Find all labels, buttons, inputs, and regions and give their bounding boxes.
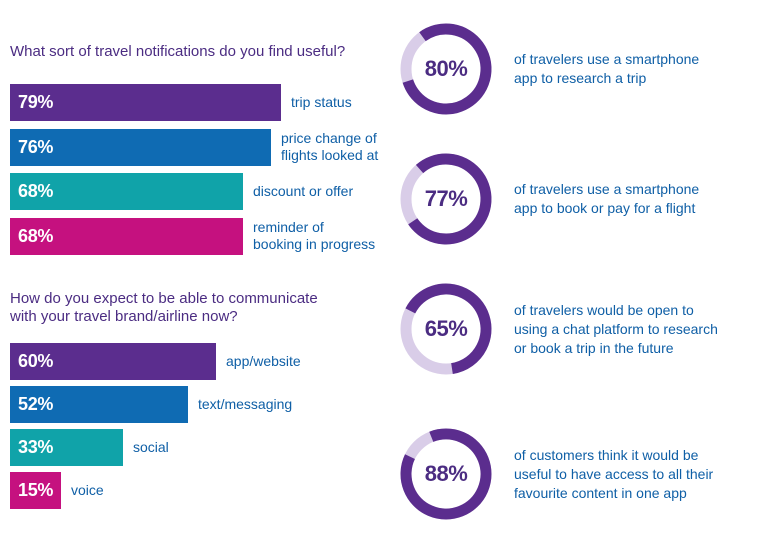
stat-item: 80% of travelers use a smartphone app to r… (398, 21, 758, 117)
notification-bar: 76% (10, 128, 271, 166)
communication-bar-value: 60% (18, 351, 54, 371)
stat-description-line: favourite content in one app (514, 484, 687, 501)
communication-bar-row: 15% voice (10, 472, 400, 509)
notification-bar-label: trip status (291, 94, 352, 110)
stat-description-line: of travelers use a smartphone (514, 181, 700, 197)
stat-description-line: of customers think it would be (514, 446, 699, 463)
donut-ring: 65% (398, 281, 494, 377)
donut-ring: 80% (398, 21, 494, 117)
notification-bar-value: 68% (18, 225, 54, 246)
notification-bar: 68% (10, 217, 243, 255)
communication-bar: 33% (10, 429, 123, 466)
donut-svg (400, 283, 492, 375)
communication-question-line: How do you expect to be able to communic… (10, 290, 318, 307)
stat-description-line: app to research a trip (514, 70, 647, 86)
stat-description-line: using a chat platform to research (514, 320, 718, 337)
communication-bar-value: 33% (18, 437, 54, 457)
stat-item: 65% of travelers would be open to using a … (398, 281, 758, 377)
notification-bar-label: price change of flights looked at (281, 130, 379, 163)
communication-bar-label: social (133, 439, 169, 455)
stat-description-line: of travelers would be open to (514, 301, 694, 318)
notification-bar-value: 68% (18, 181, 54, 201)
donut-ring: 88% (398, 426, 494, 522)
donut-value: 80% (424, 56, 468, 81)
communication-question: How do you expect to be able to communic… (10, 290, 400, 326)
communication-bar: 52% (10, 386, 188, 423)
donut-value: 88% (424, 461, 468, 486)
communication-bar-row: 52% text/messaging (10, 386, 400, 423)
stat-description: of travelers would be open to using a cha… (514, 281, 754, 377)
communication-question-line: with your travel brand/airline now? (10, 308, 238, 325)
notification-bar: 68% (10, 173, 243, 210)
stat-description-line: or book a trip in the future (514, 339, 674, 356)
donut-value: 65% (424, 316, 468, 341)
communication-bar-label: voice (71, 482, 104, 498)
notification-bar-label: reminder of booking in progress (253, 219, 376, 252)
donut-svg (400, 153, 492, 245)
donut-arc (400, 428, 492, 520)
notification-bar-row: 68% discount or offer (10, 173, 400, 210)
notification-bar: 79% (10, 84, 281, 121)
stat-item: 77% of travelers use a smartphone app to b… (398, 151, 758, 247)
donut-value: 77% (424, 186, 468, 211)
communication-bar-value: 15% (18, 480, 54, 500)
donut-ring: 77% (398, 151, 494, 247)
stat-description-line: of travelers use a smartphone (514, 51, 700, 67)
communication-bar-label: app/website (226, 353, 301, 369)
communication-bar-row: 33% social (10, 429, 400, 466)
notification-bar-row: 79% trip status (10, 84, 400, 121)
notification-bar-row: 76% price change of flights looked at (10, 128, 400, 166)
notification-bar-value: 79% (18, 92, 54, 112)
stat-description-line: useful to have access to all their (514, 465, 714, 482)
notifications-question: What sort of travel notifications do you… (10, 43, 346, 60)
stat-item: 88% of customers think it would be useful … (398, 426, 758, 522)
stat-description-line: app to book or pay for a flight (514, 200, 696, 216)
communication-bar-label: text/messaging (198, 396, 293, 412)
communication-bar: 15% (10, 472, 61, 509)
donut-svg (400, 23, 492, 115)
communication-bar: 60% (10, 343, 216, 380)
stat-description: of customers think it would be useful to … (514, 426, 754, 522)
stat-description: of travelers use a smartphone app to book… (514, 151, 754, 247)
notification-bar-row: 68% reminder of booking in progress (10, 217, 400, 255)
notification-bar-label: discount or offer (253, 183, 354, 199)
donut-svg (400, 428, 492, 520)
communication-bar-value: 52% (18, 394, 54, 414)
communication-bar-row: 60% app/website (10, 343, 400, 380)
notification-bar-value: 76% (18, 136, 54, 157)
stat-description: of travelers use a smartphone app to rese… (514, 21, 754, 117)
